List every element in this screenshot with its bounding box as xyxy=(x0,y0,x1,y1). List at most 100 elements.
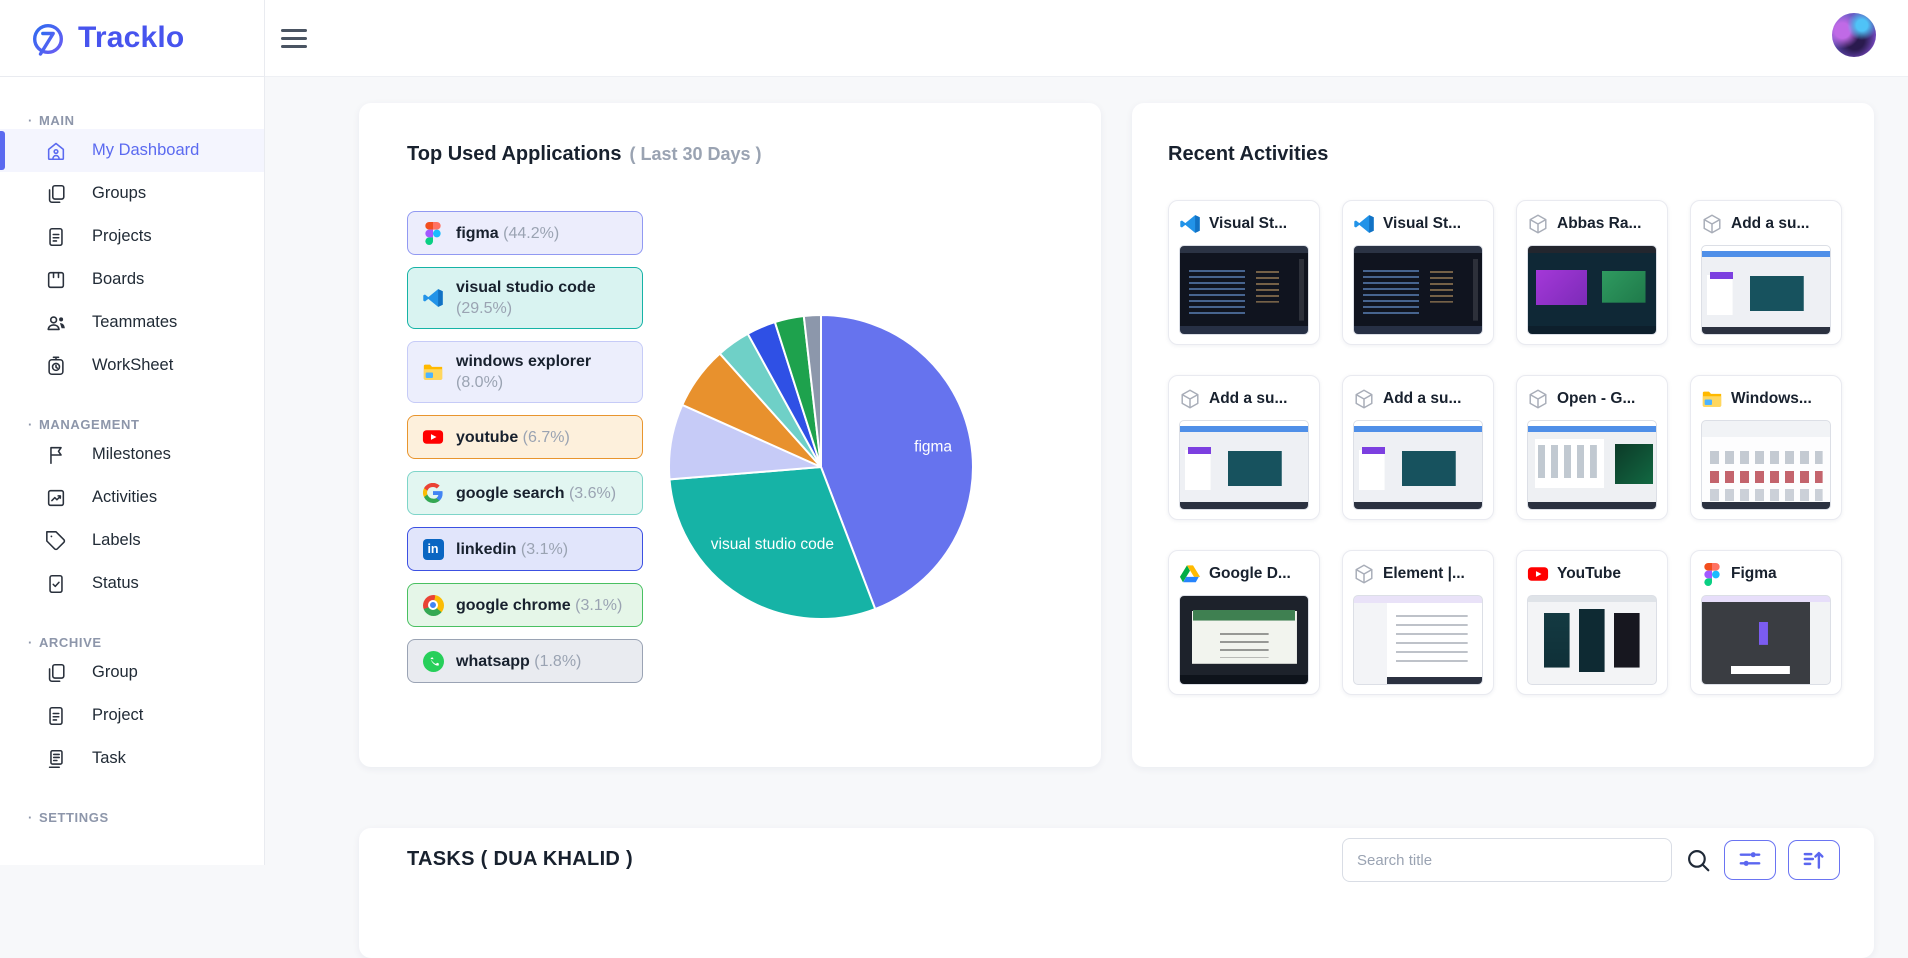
document-icon xyxy=(44,225,68,249)
legend-item-google-search[interactable]: google search (3.6%) xyxy=(407,471,643,515)
cube-icon xyxy=(1527,213,1549,235)
hamburger-menu-icon[interactable] xyxy=(279,24,309,52)
sidebar-item-groups[interactable]: Groups xyxy=(0,172,264,215)
sidebar-item-status[interactable]: Status xyxy=(0,562,264,605)
sidebar-item-teammates[interactable]: Teammates xyxy=(0,301,264,344)
activity-title: Google D... xyxy=(1209,565,1291,583)
activity-title: Figma xyxy=(1731,565,1777,583)
activity-thumbnail xyxy=(1353,420,1483,510)
document-icon xyxy=(44,704,68,728)
activity-thumbnail xyxy=(1701,595,1831,685)
whatsapp-icon xyxy=(421,649,445,673)
sidebar-item-task[interactable]: Task xyxy=(0,737,264,780)
youtube-icon xyxy=(1527,563,1549,585)
pie-slice-label: visual studio code xyxy=(711,536,834,553)
sidebar-section-archive: ·ARCHIVE xyxy=(0,633,264,651)
pie-slice-label: figma xyxy=(914,438,952,455)
dashboard-icon xyxy=(44,139,68,163)
legend-label: figma (44.2%) xyxy=(456,223,559,244)
legend-item-linkedin[interactable]: in linkedin (3.1%) xyxy=(407,527,643,571)
legend-label: windows explorer (8.0%) xyxy=(456,351,629,393)
user-avatar[interactable] xyxy=(1832,13,1876,57)
sidebar-item-activities[interactable]: Activities xyxy=(0,476,264,519)
sidebar-item-label: Teammates xyxy=(92,313,177,332)
search-icon[interactable] xyxy=(1684,846,1712,874)
activity-thumbnail xyxy=(1701,245,1831,335)
activity-card-abbas-ra[interactable]: Abbas Ra... xyxy=(1516,200,1668,345)
activity-title: Visual St... xyxy=(1209,215,1287,233)
figma-icon xyxy=(421,221,445,245)
sidebar-item-label: Project xyxy=(92,706,143,725)
legend-item-whatsapp[interactable]: whatsapp (1.8%) xyxy=(407,639,643,683)
activity-card-youtube[interactable]: YouTube xyxy=(1516,550,1668,695)
activity-card-figma[interactable]: Figma xyxy=(1690,550,1842,695)
sidebar-item-boards[interactable]: Boards xyxy=(0,258,264,301)
activity-card-visual-st[interactable]: Visual St... xyxy=(1342,200,1494,345)
activity-title: Add a su... xyxy=(1209,390,1287,408)
brand[interactable]: Tracklo xyxy=(0,0,264,77)
activity-card-google-d[interactable]: Google D... xyxy=(1168,550,1320,695)
flag-icon xyxy=(44,443,68,467)
top-apps-pie-chart[interactable]: figma visual studio code xyxy=(665,311,977,623)
linkedin-icon: in xyxy=(421,537,445,561)
legend-label: youtube (6.7%) xyxy=(456,427,570,448)
legend-item-google-chrome[interactable]: google chrome (3.1%) xyxy=(407,583,643,627)
filter-button[interactable] xyxy=(1724,840,1776,880)
sidebar-item-milestones[interactable]: Milestones xyxy=(0,433,264,476)
activity-thumbnail xyxy=(1179,420,1309,510)
sidebar-item-labels[interactable]: Labels xyxy=(0,519,264,562)
sidebar-item-my-dashboard[interactable]: My Dashboard xyxy=(0,129,264,172)
sidebar-item-label: Status xyxy=(92,574,139,593)
legend-item-visual-studio-code[interactable]: visual studio code (29.5%) xyxy=(407,267,643,329)
legend-item-windows-explorer[interactable]: windows explorer (8.0%) xyxy=(407,341,643,403)
task-icon xyxy=(44,747,68,771)
legend-label: whatsapp (1.8%) xyxy=(456,651,581,672)
activity-card-windows[interactable]: Windows... xyxy=(1690,375,1842,520)
sidebar-item-label: Activities xyxy=(92,488,157,507)
sidebar-item-label: Labels xyxy=(92,531,141,550)
copy-icon xyxy=(44,182,68,206)
sidebar-item-project[interactable]: Project xyxy=(0,694,264,737)
recent-activities-title: Recent Activities xyxy=(1168,143,1328,166)
legend-item-figma[interactable]: figma (44.2%) xyxy=(407,211,643,255)
sidebar-item-worksheet[interactable]: WorkSheet xyxy=(0,344,264,387)
sidebar-section-management: ·MANAGEMENT xyxy=(0,415,264,433)
timer-icon xyxy=(44,354,68,378)
activity-title: Open - G... xyxy=(1557,390,1635,408)
folder-icon xyxy=(421,360,445,384)
sidebar-item-group[interactable]: Group xyxy=(0,651,264,694)
top-header xyxy=(265,0,1908,77)
cube-icon xyxy=(1179,388,1201,410)
top-used-applications-card: Top Used Applications ( Last 30 Days ) f… xyxy=(359,103,1101,767)
main-content: Top Used Applications ( Last 30 Days ) f… xyxy=(265,77,1908,865)
activity-title: Add a su... xyxy=(1731,215,1809,233)
sort-button[interactable] xyxy=(1788,840,1840,880)
search-input[interactable] xyxy=(1342,838,1672,882)
legend-label: visual studio code (29.5%) xyxy=(456,277,629,319)
youtube-icon xyxy=(421,425,445,449)
activity-thumbnail xyxy=(1527,595,1657,685)
activity-card-add-a-su[interactable]: Add a su... xyxy=(1168,375,1320,520)
top-apps-legend: figma (44.2%) visual studio code (29.5%) w… xyxy=(407,211,643,683)
sidebar-item-projects[interactable]: Projects xyxy=(0,215,264,258)
activity-title: YouTube xyxy=(1557,565,1621,583)
activity-card-open-g[interactable]: Open - G... xyxy=(1516,375,1668,520)
activity-card-element[interactable]: Element |... xyxy=(1342,550,1494,695)
activity-card-visual-st[interactable]: Visual St... xyxy=(1168,200,1320,345)
tasks-card: TASKS ( DUA KHALID ) xyxy=(359,828,1874,958)
activity-title: Add a su... xyxy=(1383,390,1461,408)
brand-name: Tracklo xyxy=(78,21,184,55)
legend-label: linkedin (3.1%) xyxy=(456,539,568,560)
legend-item-youtube[interactable]: youtube (6.7%) xyxy=(407,415,643,459)
sort-ascending-icon xyxy=(1801,846,1827,875)
tracklo-logo-icon xyxy=(26,13,68,64)
activity-card-add-a-su[interactable]: Add a su... xyxy=(1690,200,1842,345)
sidebar-section-settings: ·SETTINGS xyxy=(0,808,264,826)
doc-check-icon xyxy=(44,572,68,596)
activity-title: Abbas Ra... xyxy=(1557,215,1641,233)
activity-card-add-a-su[interactable]: Add a su... xyxy=(1342,375,1494,520)
chrome-icon xyxy=(421,593,445,617)
vscode-icon xyxy=(421,286,445,310)
